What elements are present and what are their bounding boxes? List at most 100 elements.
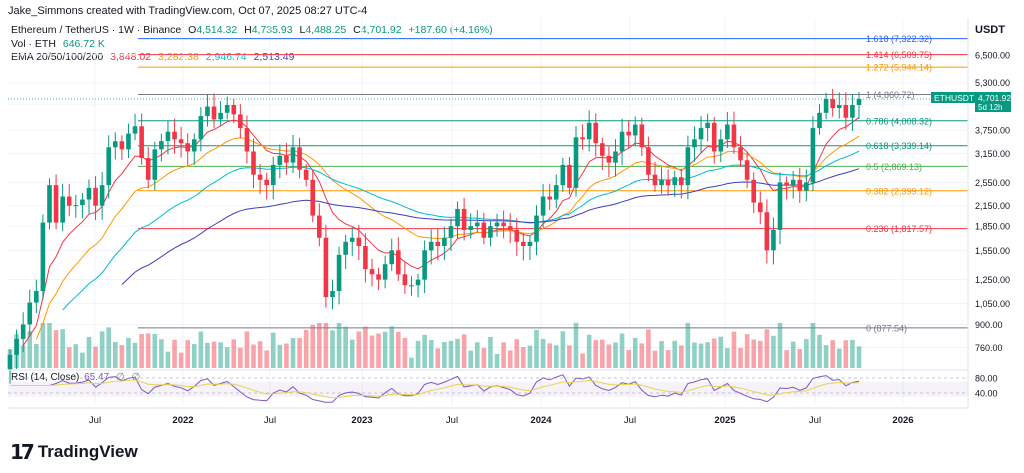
candle [540,183,546,228]
candle-body [330,291,335,298]
candle-body [60,196,65,223]
volume-bar [830,340,835,368]
rsi-label[interactable]: RSI (14, Close) [11,372,80,383]
volume-bar [415,340,421,368]
volume-bar [172,339,177,368]
volume-label[interactable]: Vol · ETH [11,38,56,50]
volume-bar [613,342,618,368]
candle-body [284,155,289,163]
change-value: +187.60 (+4.16%) [408,24,493,36]
currency-label: USDT [975,24,1005,36]
candle-body [112,141,118,148]
last-price-symbol: ETHUSDT [934,93,974,103]
fib-level-label: 0.786 (4,008.32) [866,116,932,126]
candle [659,167,664,194]
x-tick-label: 2026 [892,415,913,426]
fib-level-label: 0.5 (2,869.13) [866,162,922,172]
candle [382,255,388,289]
candle-body [488,226,493,238]
candle [468,213,474,239]
candle [257,163,263,194]
volume-bar [652,350,658,368]
candle-body [843,105,849,118]
volume-bar [843,340,849,368]
x-tick-label: Jul [89,415,101,426]
volume-bar [501,342,506,368]
candle [455,201,460,239]
y-tick-label: 3,150.00 [975,149,1010,159]
volume-bar [784,350,789,368]
candle [507,213,513,244]
volume-bar [804,339,809,368]
candlesticks [7,88,862,384]
ema-label[interactable]: EMA 20/50/100/200 [11,51,104,63]
candle [606,146,612,177]
candle-body [336,254,342,292]
candle-body [323,237,329,298]
volume-bar [817,334,822,368]
volume-bar [310,324,316,368]
volume-bar [494,353,500,368]
candle [560,157,566,192]
candle [415,273,421,298]
candle [586,110,592,152]
volume-bar [718,336,724,368]
volume-bar [698,343,704,368]
volume-bar [725,348,730,368]
candle [494,213,500,237]
candle-body [14,338,19,355]
candle [211,93,217,129]
candle [547,183,552,211]
symbol-title[interactable]: Ethereum / TetherUS · 1W · Binance [11,24,182,36]
last-price-value: 4,701.92 [978,93,1011,103]
candle [771,217,776,265]
volume-bar [66,347,72,368]
candle [711,116,717,164]
x-tick-label: 2025 [714,415,736,426]
candle [330,279,335,310]
volume-bar [507,350,513,368]
candle [20,312,26,353]
candle-body [474,222,480,227]
candle-body [718,139,724,152]
y-tick-label: 900.00 [975,320,1003,330]
volume-bar [850,339,855,368]
candle-body [376,274,381,280]
candle-body [317,215,322,238]
volume-bar [27,331,33,368]
candle-body [659,179,664,186]
candle [501,210,506,239]
candle [580,124,585,150]
volume-bar [521,347,526,368]
volume-bar [461,334,467,368]
candle-body [47,185,52,223]
candle [632,116,638,146]
candle [488,220,493,247]
fib-level-label: 0 (877.54) [866,323,907,333]
rsi-tick-label: 40.00 [975,389,998,399]
rsi-ma-line [10,379,860,399]
candle-body [567,164,572,188]
candle-body [665,179,671,186]
volume-bar [336,323,342,368]
candle [481,212,487,245]
volume-bar [474,342,480,368]
tradingview-logo[interactable]: 17 TradingView [10,440,138,464]
candle [777,172,783,245]
volume-bar [632,337,638,368]
volume-bar [409,357,414,368]
candle [369,258,375,287]
volume-bar [488,336,493,368]
candle-body [540,196,546,216]
volume-bar [455,338,460,368]
volume-bar [80,352,85,368]
candle-body [395,250,401,275]
candle [527,235,533,261]
volume-bar [238,347,243,368]
candle-body [363,246,368,270]
volume-bar [580,353,585,368]
high-label: H [244,24,252,36]
candle-body [409,285,414,287]
candle [14,329,19,369]
